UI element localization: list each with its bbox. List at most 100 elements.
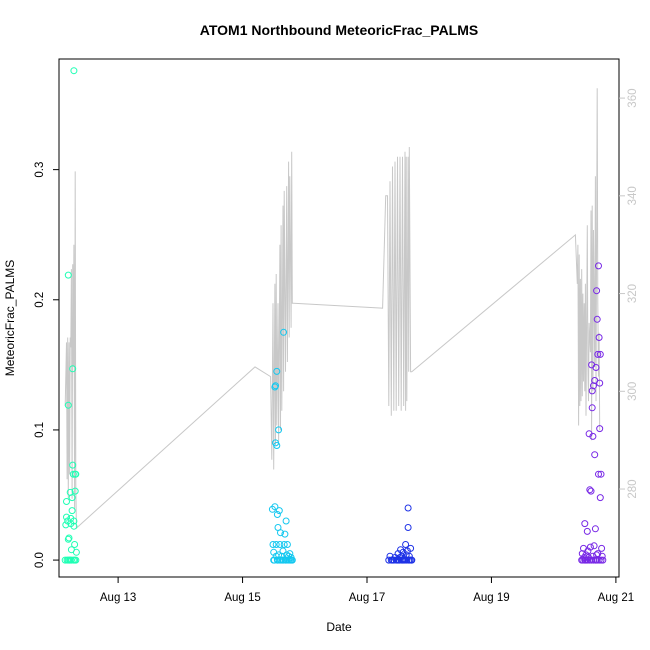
data-point-series-2 [272, 382, 279, 390]
data-point-series-2 [282, 517, 290, 525]
data-point-series-3 [404, 504, 412, 512]
chart-title: ATOM1 Northbound MeteoricFrac_PALMS [200, 22, 478, 38]
data-point-series-1 [72, 548, 80, 556]
data-point-series-2 [272, 541, 280, 548]
right-y-tick-label: 360 [627, 89, 639, 108]
x-tick-label: Aug 17 [349, 592, 385, 604]
data-point-series-1 [69, 461, 77, 469]
data-point-series-4 [597, 470, 605, 478]
y-tick-label: 0.0 [34, 552, 46, 568]
data-point-series-1 [63, 498, 70, 505]
right-y-tick-label: 300 [627, 382, 639, 401]
x-tick-label: Aug 21 [598, 592, 634, 604]
data-point-series-2 [275, 507, 283, 515]
data-point-series-4 [578, 550, 586, 558]
data-point-series-4 [591, 451, 599, 459]
data-point-series-4 [587, 487, 595, 495]
data-point-series-4 [593, 287, 601, 295]
data-point-series-4 [594, 350, 602, 358]
data-point-series-1 [69, 365, 77, 373]
data-point-series-4 [595, 334, 603, 341]
points-layer [61, 67, 607, 564]
data-point-series-4 [589, 432, 597, 440]
data-point-series-4 [596, 494, 604, 502]
right-y-axis: 280 300 320 340 360 [619, 89, 639, 499]
data-point-series-4 [593, 315, 601, 323]
x-tick-label: Aug 13 [100, 592, 136, 604]
x-tick-label: Aug 19 [473, 592, 509, 604]
data-point-series-1 [72, 556, 80, 564]
x-tick-label: Aug 15 [224, 592, 260, 604]
data-point-series-2 [281, 530, 289, 538]
data-point-series-3 [385, 556, 393, 564]
data-point-series-2 [275, 426, 283, 434]
data-point-series-2 [271, 503, 279, 511]
data-point-series-1 [64, 271, 72, 279]
data-point-series-4 [588, 404, 596, 412]
secondary-line-layer [64, 88, 601, 530]
data-point-series-1 [63, 513, 70, 521]
y-tick-label: 0.3 [34, 162, 46, 178]
data-point-series-2 [280, 328, 288, 336]
data-point-series-1 [64, 401, 72, 409]
data-point-series-1 [70, 522, 78, 530]
data-point-series-4 [598, 544, 606, 552]
data-point-series-2 [273, 367, 281, 375]
data-point-series-4 [595, 470, 602, 478]
data-point-series-1 [68, 494, 76, 502]
data-point-series-2 [288, 556, 296, 564]
data-point-series-1 [70, 67, 78, 75]
y-tick-label: 0.1 [34, 422, 46, 438]
data-point-series-2 [273, 511, 281, 518]
data-point-series-3 [404, 524, 412, 531]
data-point-series-4 [596, 425, 604, 433]
data-point-series-3 [407, 544, 415, 552]
plot-frame [58, 58, 620, 578]
data-point-series-2 [286, 550, 294, 558]
data-point-series-3 [402, 541, 410, 548]
data-point-series-1 [70, 517, 78, 525]
y-axis-label: MeteoricFrac_PALMS [3, 260, 17, 376]
x-axis: Aug 13 Aug 15 Aug 17 Aug 19 Aug 21 [100, 577, 634, 604]
x-axis-label: Date [326, 620, 352, 634]
data-point-series-4 [599, 556, 607, 564]
data-point-series-2 [279, 547, 287, 555]
data-point-series-1 [69, 470, 77, 478]
data-point-series-2 [280, 541, 288, 548]
data-point-series-4 [596, 350, 604, 358]
data-point-series-2 [276, 541, 284, 548]
y-axis: 0.0 0.1 0.2 0.3 [34, 162, 59, 568]
data-point-series-4 [590, 542, 598, 550]
data-point-series-2 [283, 541, 291, 548]
y-tick-label: 0.2 [34, 292, 46, 308]
data-point-series-4 [586, 543, 594, 551]
data-point-series-4 [595, 262, 602, 270]
right-y-tick-label: 320 [627, 284, 639, 303]
data-point-series-4 [591, 525, 599, 533]
data-point-series-4 [592, 364, 600, 371]
data-point-series-2 [277, 529, 284, 537]
data-point-series-1 [65, 534, 73, 542]
data-point-series-1 [71, 541, 79, 548]
data-point-series-4 [596, 379, 604, 387]
right-y-tick-label: 280 [627, 479, 639, 498]
data-point-series-2 [278, 552, 286, 560]
data-point-series-3 [408, 556, 416, 564]
data-point-series-4 [586, 486, 594, 494]
data-point-series-4 [581, 520, 589, 528]
data-point-series-4 [598, 552, 606, 560]
data-point-series-1 [68, 507, 76, 515]
right-y-tick-label: 340 [627, 186, 639, 205]
data-point-series-2 [273, 442, 281, 449]
data-point-series-2 [269, 541, 277, 548]
secondary-series-line [64, 88, 601, 530]
data-point-series-1 [67, 556, 75, 564]
data-point-series-1 [62, 521, 70, 529]
data-point-series-1 [72, 470, 80, 478]
data-point-series-4 [583, 527, 591, 535]
data-point-series-4 [590, 382, 597, 390]
data-point-series-4 [588, 387, 596, 395]
data-point-series-1 [71, 487, 79, 495]
